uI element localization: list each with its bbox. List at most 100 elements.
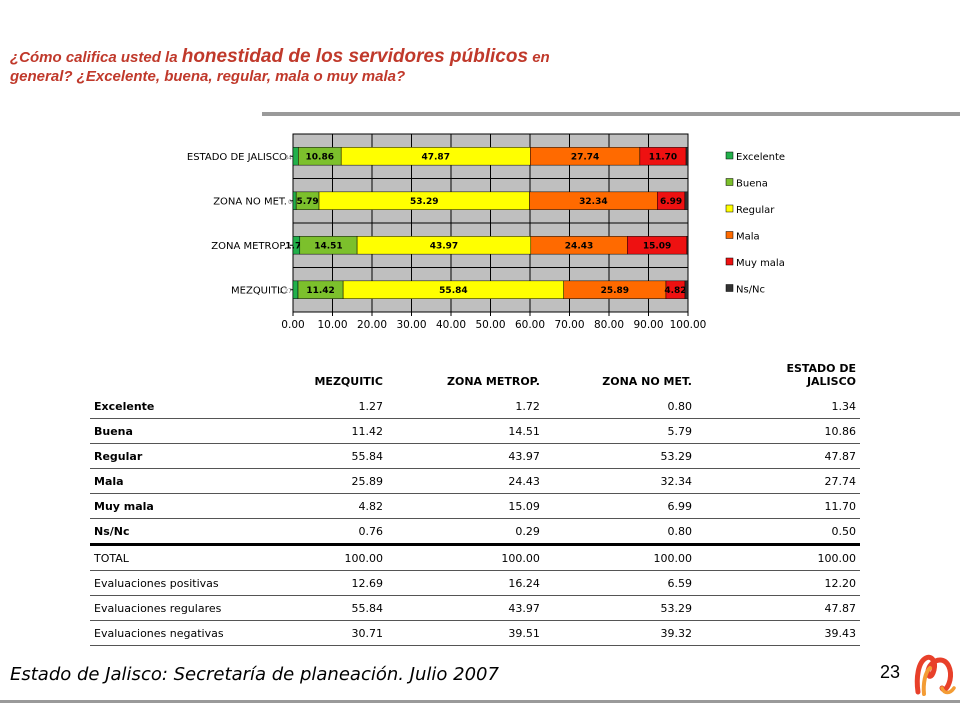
summary-row: Evaluaciones negativas 30.71 39.51 39.32… (90, 620, 860, 646)
cell-value: 100.00 (543, 544, 696, 571)
row-label: TOTAL (90, 544, 268, 571)
bar-segment (292, 147, 299, 166)
data-label: 10.86 (306, 152, 334, 162)
row-label: Ns/Nc (90, 518, 268, 546)
cell-value: 100.00 (268, 544, 387, 571)
x-tick-label: 10.00 (317, 319, 347, 331)
cell-value: 39.51 (386, 620, 544, 646)
data-label: 15.09 (643, 241, 671, 251)
question-text-part3: en (528, 49, 550, 66)
row-label: Evaluaciones positivas (90, 570, 268, 596)
cell-value: 25.89 (268, 468, 387, 494)
cell-value: 100.00 (696, 544, 860, 571)
table-header-mezquitic: MEZQUITIC (314, 375, 383, 388)
data-label: 1.72 (285, 241, 307, 251)
table-header-zona-metrop: ZONA METROP. (447, 375, 540, 388)
x-tick-label: 80.00 (594, 319, 624, 331)
question-header: ¿Cómo califica usted la honestidad de lo… (10, 46, 710, 85)
bar-segment (684, 191, 689, 210)
summary-row: Evaluaciones regulares 55.84 43.97 53.29… (90, 595, 860, 621)
cell-value: 55.84 (268, 595, 387, 621)
x-tick-label: 100.00 (670, 319, 707, 331)
row-label: Evaluaciones regulares (90, 595, 268, 621)
cell-value: 0.80 (543, 394, 696, 419)
data-label: 47.87 (421, 152, 449, 162)
table-header-zona-no-met: ZONA NO MET. (602, 375, 692, 388)
cell-value: 12.20 (696, 570, 860, 596)
source-footer: Estado de Jalisco: Secretaría de planeac… (10, 664, 499, 685)
organization-logo-icon (914, 654, 956, 696)
cell-value: 6.99 (543, 493, 696, 519)
bar-segment (292, 280, 299, 299)
cell-value: 39.43 (696, 620, 860, 646)
cell-value: 11.70 (696, 493, 860, 519)
cell-value: 10.86 (696, 418, 860, 444)
cell-value: 0.29 (386, 518, 544, 546)
question-text-part1: ¿Cómo califica usted la (10, 49, 182, 66)
legend-swatch (725, 257, 734, 266)
row-label: Mala (90, 468, 268, 494)
legend-label: Muy mala (736, 258, 785, 269)
data-label: 53.29 (410, 197, 438, 207)
cell-value: 0.50 (696, 518, 860, 546)
x-tick-label: 60.00 (515, 319, 545, 331)
row-label: Regular (90, 443, 268, 469)
cell-value: 39.32 (543, 620, 696, 646)
data-label: 1.34 (279, 154, 293, 161)
x-tick-label: 90.00 (633, 319, 663, 331)
legend-label: Regular (736, 205, 775, 216)
data-label: 27.74 (571, 152, 599, 162)
cell-value: 30.71 (268, 620, 387, 646)
header-divider (262, 112, 960, 116)
cell-value: 24.43 (386, 468, 544, 494)
data-label: 5.79 (296, 197, 318, 207)
cell-value: 55.84 (268, 443, 387, 469)
x-tick-label: 70.00 (554, 319, 584, 331)
data-label: 6.99 (660, 197, 682, 207)
data-label: 32.34 (579, 197, 607, 207)
cell-value: 15.09 (386, 493, 544, 519)
legend-swatch (725, 178, 734, 186)
data-label: 4.82 (664, 286, 686, 296)
cell-value: 100.00 (386, 544, 544, 571)
summary-row: Evaluaciones positivas 12.69 16.24 6.59 … (90, 570, 860, 596)
table-header-row: MEZQUITIC ZONA METROP. ZONA NO MET. ESTA… (90, 354, 860, 394)
cell-value: 1.34 (696, 394, 860, 419)
cell-value: 0.76 (268, 518, 387, 546)
cell-value: 4.82 (268, 493, 387, 519)
table-header-blank (90, 354, 268, 394)
table-row: Regular 55.84 43.97 53.29 47.87 (90, 443, 860, 469)
x-tick-label: 20.00 (357, 319, 387, 331)
summary-row: TOTAL 100.00 100.00 100.00 100.00 (90, 544, 860, 571)
cell-value: 6.59 (543, 570, 696, 596)
cell-value: 1.27 (268, 394, 387, 419)
x-tick-label: 40.00 (436, 319, 466, 331)
cell-value: 53.29 (543, 443, 696, 469)
legend-label: Mala (736, 232, 760, 243)
cell-value: 43.97 (386, 595, 544, 621)
table-row: Buena 11.42 14.51 5.79 10.86 (90, 418, 860, 444)
cell-value: 1.72 (386, 394, 544, 419)
data-label: 55.84 (439, 286, 467, 296)
data-label: 43.97 (430, 241, 458, 251)
data-label: 11.42 (306, 286, 334, 296)
legend-swatch (725, 204, 734, 213)
legend-label: Excelente (736, 152, 785, 163)
legend-swatch (725, 231, 734, 239)
cell-value: 12.69 (268, 570, 387, 596)
data-label: 1.27 (279, 288, 293, 295)
cell-value: 11.42 (268, 418, 387, 444)
cell-value: 14.51 (386, 418, 544, 444)
category-label: ESTADO DE JALISCO (187, 152, 287, 163)
page-number: 23 (880, 662, 901, 682)
cell-value: 0.80 (543, 518, 696, 546)
question-text-emphasis: honestidad de los servidores públicos (181, 46, 529, 67)
footer-divider (0, 700, 960, 703)
x-tick-label: 30.00 (396, 319, 426, 331)
cell-value: 5.79 (543, 418, 696, 444)
cell-value: 16.24 (386, 570, 544, 596)
legend-swatch (725, 284, 734, 292)
cell-value: 32.34 (543, 468, 696, 494)
row-label: Muy mala (90, 493, 268, 519)
